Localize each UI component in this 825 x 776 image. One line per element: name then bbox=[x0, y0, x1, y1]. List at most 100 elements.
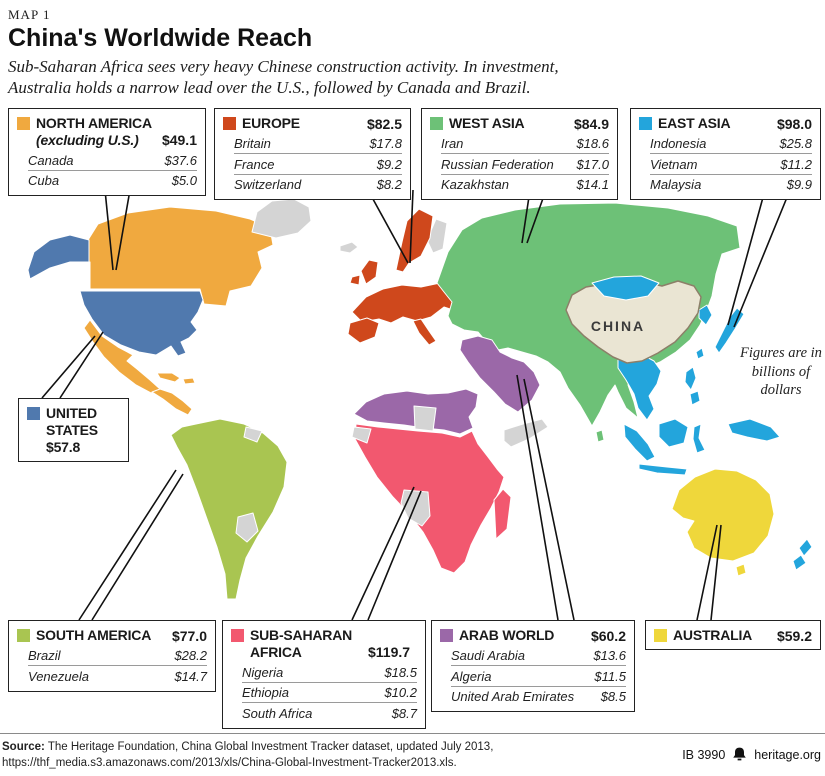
map-sumatra bbox=[623, 423, 656, 462]
map-mongolia bbox=[591, 275, 660, 301]
callout-line-arab-world bbox=[516, 374, 575, 621]
country-row-cuba: Cuba $5.0 bbox=[28, 169, 197, 191]
page-title: China's Worldwide Reach bbox=[8, 24, 313, 52]
map-philippines-south bbox=[689, 390, 701, 406]
map-borneo bbox=[658, 418, 689, 448]
source-url: https://thf_media.s3.amazonaws.com/2013/… bbox=[2, 756, 457, 769]
united-states-value: $57.8 bbox=[46, 439, 81, 456]
australia-swatch bbox=[654, 629, 667, 642]
country-row-ethiopia: Ethiopia $10.2 bbox=[242, 681, 417, 703]
source-text: The Heritage Foundation, China Global In… bbox=[47, 741, 494, 753]
map-iberia bbox=[347, 317, 380, 344]
source-note: Source: The Heritage Foundation, China G… bbox=[2, 740, 493, 771]
country-row-switzerland: Switzerland $8.2 bbox=[234, 173, 402, 195]
map-new-guinea bbox=[727, 418, 781, 442]
map-sulawesi bbox=[692, 423, 706, 454]
europe-value: $82.5 bbox=[366, 115, 402, 132]
country-row-vietnam: Vietnam $11.2 bbox=[650, 153, 812, 174]
map-italy bbox=[412, 318, 437, 346]
east-asia-label: EAST ASIA bbox=[658, 115, 731, 131]
north-america-sublabel: (excluding U.S.) bbox=[36, 131, 139, 148]
west-asia-swatch bbox=[430, 117, 443, 130]
sub-saharan-africa-swatch bbox=[231, 629, 244, 642]
callout-box-east-asia: EAST ASIA $98.0 Indonesia $25.8 Vietnam $1… bbox=[630, 108, 821, 201]
europe-label: EUROPE bbox=[242, 115, 300, 131]
map-hispaniola bbox=[182, 377, 196, 385]
arab-world-label: ARAB WORLD bbox=[459, 627, 555, 643]
country-row-algeria: Algeria $11.5 bbox=[451, 665, 626, 686]
map-tasmania bbox=[735, 563, 747, 577]
map-south-america bbox=[170, 418, 288, 600]
map-iceland bbox=[339, 241, 359, 254]
country-row-iran: Iran $18.6 bbox=[441, 136, 609, 152]
map-central-america bbox=[151, 388, 193, 416]
footer-divider bbox=[0, 733, 825, 734]
country-row-brazil: Brazil $28.2 bbox=[28, 648, 207, 664]
doc-id: IB 3990 bbox=[682, 747, 726, 762]
united-states-label: UNITED STATES bbox=[46, 405, 98, 438]
map-taiwan bbox=[695, 347, 705, 360]
country-row-malaysia: Malaysia $9.9 bbox=[650, 173, 812, 195]
country-row-kazakhstan: Kazakhstan $14.1 bbox=[441, 173, 609, 195]
map-british-isles bbox=[360, 259, 379, 285]
map-scandinavia bbox=[395, 208, 434, 273]
map-new-zealand-north bbox=[798, 538, 813, 557]
map-guyanas bbox=[243, 426, 263, 443]
callout-line-sub-saharan-africa bbox=[351, 486, 422, 621]
map-alaska bbox=[27, 234, 90, 280]
united-states-swatch bbox=[27, 407, 40, 420]
country-row-nigeria: Nigeria $18.5 bbox=[242, 664, 417, 680]
callout-box-south-america: SOUTH AMERICA $77.0 Brazil $28.2 Venezuel… bbox=[8, 620, 216, 692]
west-asia-label: WEST ASIA bbox=[449, 115, 525, 131]
country-row-south-africa: South Africa $8.7 bbox=[242, 702, 417, 723]
map-paraguay bbox=[235, 512, 259, 543]
map-madagascar bbox=[493, 488, 512, 540]
map-ireland bbox=[349, 274, 361, 286]
australia-value: $59.2 bbox=[776, 627, 812, 644]
sub-saharan-africa-value: $119.7 bbox=[368, 644, 411, 661]
south-america-label: SOUTH AMERICA bbox=[36, 627, 152, 643]
map-sri-lanka bbox=[595, 429, 605, 443]
arab-world-value: $60.2 bbox=[590, 627, 626, 644]
map-greenland bbox=[251, 198, 312, 239]
map-java bbox=[638, 463, 688, 476]
west-asia-value: $84.9 bbox=[573, 115, 609, 132]
country-row-united-arab-emirates: United Arab Emirates $8.5 bbox=[451, 685, 626, 707]
map-australia bbox=[671, 468, 775, 562]
subtitle-line-1: Sub-Saharan Africa sees very heavy Chine… bbox=[8, 57, 559, 76]
callout-line-east-asia bbox=[727, 189, 791, 328]
australia-label: AUSTRALIA bbox=[673, 627, 753, 643]
footer-branding: IB 3990 heritage.org bbox=[682, 747, 821, 762]
country-row-saudi-arabia: Saudi Arabia $13.6 bbox=[451, 648, 626, 664]
east-asia-swatch bbox=[639, 117, 652, 130]
map-kicker: MAP 1 bbox=[8, 7, 51, 22]
site-link: heritage.org bbox=[754, 747, 821, 762]
callout-line-europe bbox=[367, 189, 414, 264]
south-america-swatch bbox=[17, 629, 30, 642]
country-row-russian-federation: Russian Federation $17.0 bbox=[441, 153, 609, 174]
callout-box-arab-world: ARAB WORLD $60.2 Saudi Arabia $13.6 Alger… bbox=[431, 620, 635, 713]
north-america-value: $49.1 bbox=[161, 132, 197, 149]
china-label: CHINA bbox=[591, 318, 645, 334]
map-chad bbox=[413, 405, 437, 432]
country-row-indonesia: Indonesia $25.8 bbox=[650, 136, 812, 152]
map-new-zealand-south bbox=[792, 554, 807, 571]
sub-saharan-africa-label: SUB-SAHARAN AFRICA bbox=[250, 627, 353, 660]
page-subtitle: Sub-Saharan Africa sees very heavy Chine… bbox=[8, 57, 728, 99]
country-row-britain: Britain $17.8 bbox=[234, 136, 402, 152]
callout-box-sub-saharan-africa: SUB-SAHARAN AFRICA $119.7 Nigeria $18.5 E… bbox=[222, 620, 426, 729]
callout-line-australia bbox=[696, 524, 722, 621]
country-row-venezuela: Venezuela $14.7 bbox=[28, 665, 207, 686]
arab-world-swatch bbox=[440, 629, 453, 642]
callout-box-united-states: UNITED STATES $57.8 bbox=[18, 398, 129, 462]
callout-line-united-states bbox=[41, 331, 104, 399]
map-korea bbox=[698, 304, 713, 326]
map-philippines-north bbox=[684, 366, 697, 391]
europe-swatch bbox=[223, 117, 236, 130]
map-western-sahara bbox=[351, 426, 372, 444]
country-row-canada: Canada $37.6 bbox=[28, 152, 197, 168]
subtitle-line-2: Australia holds a narrow lead over the U… bbox=[8, 77, 531, 97]
callout-box-west-asia: WEST ASIA $84.9 Iran $18.6 Russian Federa… bbox=[421, 108, 618, 201]
